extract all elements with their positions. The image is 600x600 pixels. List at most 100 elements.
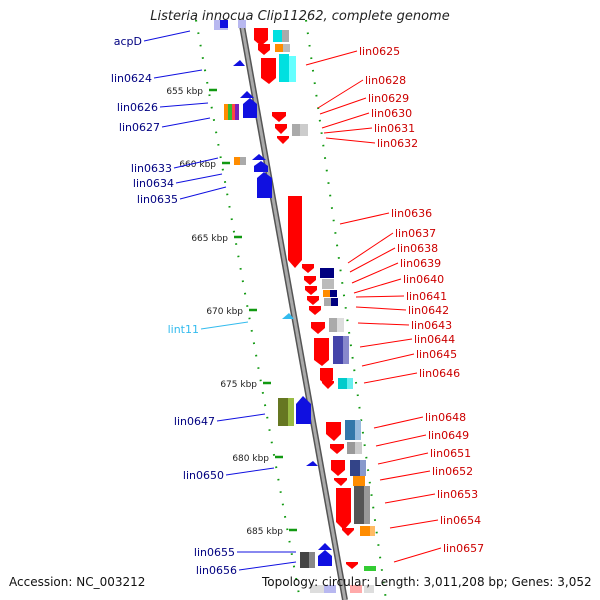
gene-block (364, 566, 376, 571)
gene-label-lin0649: lin0649 (428, 429, 469, 442)
gene-block (323, 290, 330, 297)
label-leader-line (225, 467, 275, 476)
gene-block (288, 398, 294, 426)
gene-arrow-reverse (302, 264, 314, 273)
scale-tick-label: 680 kbp (232, 454, 269, 464)
gene-arrow-reverse (342, 528, 354, 536)
scale-tick-label: 675 kbp (220, 380, 257, 390)
gene-arrow-forward (306, 461, 318, 466)
gene-blocks (214, 20, 376, 593)
label-leader-line (357, 322, 410, 326)
gene-block (355, 442, 362, 454)
gene-block (350, 460, 360, 476)
gene-label-lin0640: lin0640 (403, 273, 444, 286)
label-leader-line (325, 137, 376, 144)
gene-label-lin0627: lin0627 (119, 121, 160, 134)
label-leader-line (351, 262, 399, 284)
gene-arrow-forward (240, 91, 254, 98)
rna-arrow (282, 313, 294, 319)
gene-arrow-forward (318, 543, 332, 550)
gene-block (278, 398, 288, 426)
gene-arrow-forward (257, 172, 272, 198)
gene-block (228, 104, 232, 120)
label-leader-line (393, 547, 442, 563)
gene-block (329, 318, 337, 332)
gene-block (343, 336, 349, 364)
gene-label-lin0631: lin0631 (374, 122, 415, 135)
gene-block (355, 420, 361, 440)
label-leader-line (319, 97, 367, 115)
gene-block (338, 378, 347, 389)
label-leader-line (200, 321, 249, 330)
label-leader-line (161, 117, 211, 128)
gene-arrow-forward (243, 98, 257, 118)
gene-arrow-reverse (288, 196, 302, 268)
scale-tick-label: 670 kbp (206, 307, 243, 317)
gene-arrow-reverse (258, 44, 270, 55)
gene-arrow-forward (233, 60, 245, 66)
gene-block (364, 585, 374, 593)
label-leader-line (377, 452, 429, 465)
gene-arrow-reverse (336, 488, 351, 530)
label-leader-line (363, 372, 418, 384)
gene-block (347, 378, 353, 389)
label-leader-line (175, 173, 223, 184)
gene-block (224, 104, 228, 120)
gene-arrow-reverse (261, 58, 276, 84)
gene-label-lint11: lint11 (168, 323, 199, 336)
scale-tick-label: 660 kbp (179, 160, 216, 170)
gene-block (347, 442, 355, 454)
gene-arrow-reverse (275, 124, 287, 134)
gene-label-lin0638: lin0638 (397, 242, 438, 255)
gene-block (337, 318, 344, 332)
gene-label-lin0630: lin0630 (371, 107, 412, 120)
gene-label-lin0644: lin0644 (414, 333, 455, 346)
gene-block (354, 486, 364, 524)
gene-label-lin0654: lin0654 (440, 514, 481, 527)
left-label-group: acpD lin0624 lin0626 lin0627 lin0633 lin0634 l… (111, 30, 297, 577)
label-leader-line (216, 413, 266, 422)
gene-block (240, 157, 246, 165)
gene-label-lin0655: lin0655 (194, 546, 235, 559)
gene-block (279, 54, 289, 82)
gene-label-lin0639: lin0639 (400, 257, 441, 270)
gene-block (310, 585, 324, 593)
gene-label-lin0624: lin0624 (111, 72, 152, 85)
gene-label-lin0641: lin0641 (406, 290, 447, 303)
gene-label-lin0656: lin0656 (196, 564, 237, 577)
scale-tick-label: 655 kbp (166, 87, 203, 97)
gene-block (220, 20, 228, 28)
gene-label-lin0636: lin0636 (391, 207, 432, 220)
label-leader-line (323, 127, 373, 134)
gene-label-lin0643: lin0643 (411, 319, 452, 332)
gene-arrow-reverse (326, 422, 341, 441)
label-leader-line (355, 306, 407, 311)
gene-label-lin0645: lin0645 (416, 348, 457, 361)
label-leader-line (384, 493, 436, 504)
label-leader-line (317, 79, 364, 109)
gene-block (322, 279, 334, 289)
gene-block (289, 56, 296, 82)
gene-block (232, 104, 235, 120)
gene-block (273, 30, 282, 42)
gene-block (283, 44, 290, 52)
gene-block (324, 585, 336, 593)
gene-label-lin0653: lin0653 (437, 488, 478, 501)
gene-arrow-reverse (307, 296, 319, 305)
gene-arrow-forward (254, 161, 268, 172)
gene-block (235, 104, 239, 120)
label-leader-line (159, 102, 209, 108)
label-leader-line (375, 434, 427, 447)
gene-label-lin0628: lin0628 (365, 74, 406, 87)
label-leader-line (321, 112, 370, 129)
gene-arrow-reverse (309, 306, 321, 315)
label-leader-line (238, 561, 297, 571)
gene-arrow-forward (252, 154, 266, 160)
gene-label-lin0651: lin0651 (430, 447, 471, 460)
gene-label-lin0652: lin0652 (432, 465, 473, 478)
genome-backbone (238, 19, 348, 600)
gene-label-lin0632: lin0632 (377, 137, 418, 150)
label-leader-line (153, 69, 203, 79)
